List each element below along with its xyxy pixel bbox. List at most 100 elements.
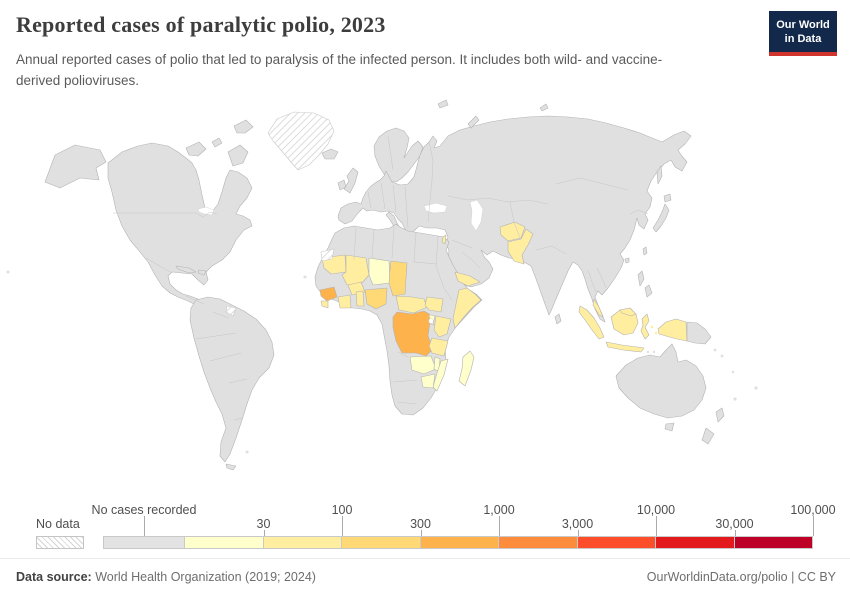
country-new-zealand-south[interactable] [701,427,715,445]
legend-bin-2[interactable] [263,536,342,549]
island-new-caledonia[interactable] [733,397,737,401]
landmass-scandinavia[interactable] [373,127,424,183]
country-malaysia-peninsula[interactable] [592,298,604,318]
country-israel[interactable] [441,234,447,245]
island-baffin[interactable] [227,144,249,167]
island-fiji[interactable] [754,386,758,390]
country-chad[interactable] [388,260,408,297]
country-south-sudan[interactable] [424,296,444,313]
country-australia[interactable] [615,343,707,419]
country-tanzania[interactable] [428,337,449,357]
country-yemen[interactable] [454,271,481,287]
legend-bin-5[interactable] [499,536,578,549]
country-western-sahara[interactable] [320,248,335,262]
legend-bin-3[interactable] [342,536,421,549]
country-madagascar[interactable] [458,350,475,387]
country-niger[interactable] [368,257,391,286]
island-tierra-del-fuego[interactable] [225,463,237,471]
island-cape-verde[interactable] [303,275,307,279]
legend-tick-label-30,000: 30,000 [715,517,754,531]
island-sri-lanka[interactable] [554,313,562,325]
country-indonesia-sulawesi[interactable] [640,313,650,340]
map-legend: No data No cases recorded 30 100 300 1,000 3,0… [0,495,850,555]
legend-tick-100 [342,516,343,536]
legend-tick-1,000 [499,516,500,536]
legend-bin-6[interactable] [577,536,656,549]
landmass-north-america[interactable] [107,142,253,313]
country-zambia[interactable] [409,355,437,375]
country-kenya[interactable] [433,315,452,338]
island-hokkaido[interactable] [663,193,672,203]
legend-tick-label-1,000: 1,000 [483,503,515,517]
legend-bin-1[interactable] [185,536,264,549]
country-nigeria[interactable] [364,287,388,310]
island-victoria[interactable] [185,141,207,157]
country-new-zealand-north[interactable] [715,407,725,423]
legend-tick-label-100,000: 100,000 [790,503,836,517]
great-lakes [197,206,215,216]
island-hainan[interactable] [624,257,630,264]
country-benin[interactable] [355,290,365,307]
legend-tick-label-3,000: 3,000 [561,517,594,531]
country-papua-new-guinea[interactable] [686,321,712,345]
island-falklands[interactable] [245,450,249,454]
island-bali[interactable] [646,350,650,354]
island-arctic-small[interactable] [211,137,223,148]
country-indonesia-sumatra[interactable] [578,305,605,340]
island-vanuatu[interactable] [731,370,735,374]
island-svalbard[interactable] [437,99,449,109]
caspian-sea [469,199,484,232]
country-mozambique[interactable] [432,358,449,392]
legend-tick-label-30: 30 [256,517,271,531]
legend-tick-label-100: 100 [331,503,353,517]
country-indonesia-moluccas-2[interactable] [654,331,658,335]
country-malaysia-borneo[interactable] [619,307,637,317]
island-novaya-zemlya[interactable] [467,115,480,129]
country-sierra-leone[interactable] [320,300,329,309]
country-french-guiana[interactable] [225,305,237,317]
country-united-kingdom[interactable] [343,167,359,194]
country-guinea[interactable] [319,286,338,302]
country-pakistan[interactable] [507,228,534,265]
country-japan[interactable] [652,203,670,233]
island-tasmania[interactable] [664,422,675,432]
island-severnaya[interactable] [539,103,549,112]
legend-bin-4[interactable] [420,536,499,549]
country-zimbabwe[interactable] [420,373,436,389]
island-iceland[interactable] [321,148,339,160]
country-indonesia-moluccas-1[interactable] [650,325,654,329]
island-solomon-1[interactable] [713,348,717,352]
credit-link[interactable]: OurWorldinData.org/polio | CC BY [646,570,836,584]
island-solomon-2[interactable] [720,354,724,358]
legend-tick-label-300: 300 [410,517,431,531]
island-cuba[interactable] [175,265,197,274]
country-cote-divoire[interactable] [337,294,352,309]
island-sakhalin[interactable] [656,165,663,185]
legend-no-data-swatch[interactable] [36,536,84,549]
country-dr-congo[interactable] [392,310,434,357]
landmass-alaska[interactable] [44,144,107,189]
country-indonesia-java[interactable] [605,341,645,353]
island-ellesmere[interactable] [233,119,254,134]
island-taiwan[interactable] [642,246,648,256]
island-hispaniola[interactable] [197,269,207,276]
country-greenland[interactable] [267,111,335,171]
country-philippines-luzon[interactable] [637,270,645,287]
legend-tick-no-cases [144,516,145,536]
country-philippines-mindanao[interactable] [644,284,653,298]
legend-bin-7[interactable] [656,536,735,549]
country-somalia[interactable] [452,287,482,329]
country-indonesia-west-papua[interactable] [657,318,688,342]
owid-logo[interactable]: Our World in Data [769,11,837,56]
colored-countries [319,221,688,392]
island-lombok[interactable] [652,350,656,354]
legend-bin-8[interactable] [734,536,813,549]
legend-bin-0[interactable] [103,536,185,549]
landmass-south-america[interactable] [189,296,275,463]
country-afghanistan[interactable] [499,221,526,242]
island-hawaii[interactable] [6,270,10,274]
footer: Data source: World Health Organization (… [0,558,850,600]
country-ireland[interactable] [337,179,347,191]
world-map [6,99,758,471]
legend-tick-100,000 [813,516,814,536]
